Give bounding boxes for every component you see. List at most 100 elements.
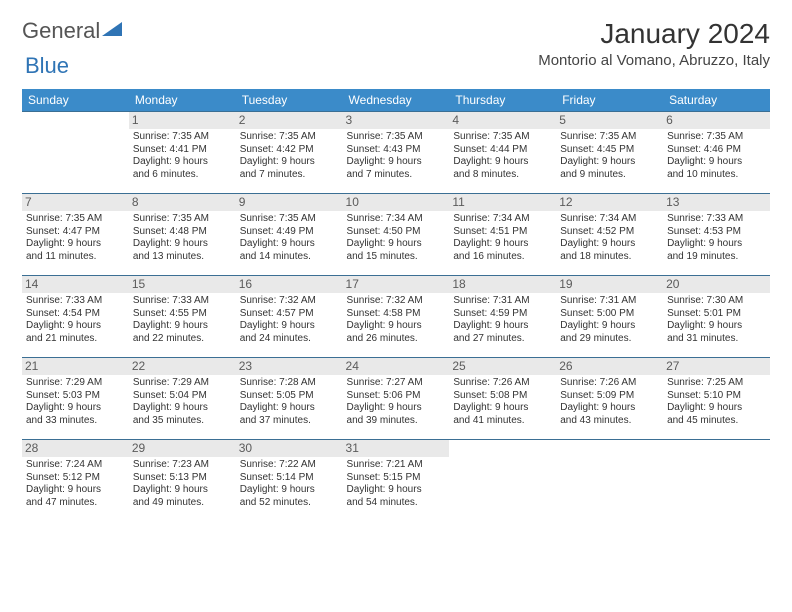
sunset-line: Sunset: 4:41 PM [133,144,232,157]
daylight-line: and 16 minutes. [453,251,552,264]
calendar-day-cell: 22Sunrise: 7:29 AMSunset: 5:04 PMDayligh… [129,358,236,440]
sunrise-line: Sunrise: 7:25 AM [667,377,766,390]
daylight-line: and 41 minutes. [453,415,552,428]
sunset-line: Sunset: 4:47 PM [26,226,125,239]
day-number: 21 [22,358,129,375]
sunrise-line: Sunrise: 7:35 AM [240,131,339,144]
daylight-line: and 52 minutes. [240,497,339,510]
daylight-line: Daylight: 9 hours [133,156,232,169]
day-number: 3 [343,112,450,129]
daylight-line: Daylight: 9 hours [347,402,446,415]
sunrise-line: Sunrise: 7:33 AM [667,213,766,226]
daylight-line: and 6 minutes. [133,169,232,182]
calendar-day-cell: 17Sunrise: 7:32 AMSunset: 4:58 PMDayligh… [343,276,450,358]
sunset-line: Sunset: 4:49 PM [240,226,339,239]
sunrise-line: Sunrise: 7:34 AM [453,213,552,226]
sunrise-line: Sunrise: 7:28 AM [240,377,339,390]
calendar-body: 1Sunrise: 7:35 AMSunset: 4:41 PMDaylight… [22,112,770,522]
sunset-line: Sunset: 5:00 PM [560,308,659,321]
calendar-day-cell: 9 Sunrise: 7:35 AMSunset: 4:49 PMDaylight… [236,194,343,276]
sunset-line: Sunset: 4:44 PM [453,144,552,157]
sunrise-line: Sunrise: 7:31 AM [560,295,659,308]
day-number: 26 [556,358,663,375]
daylight-line: Daylight: 9 hours [133,402,232,415]
sunset-line: Sunset: 4:45 PM [560,144,659,157]
daylight-line: Daylight: 9 hours [667,402,766,415]
calendar-week-row: 7Sunrise: 7:35 AMSunset: 4:47 PMDaylight… [22,194,770,276]
calendar-day-cell: 14Sunrise: 7:33 AMSunset: 4:54 PMDayligh… [22,276,129,358]
calendar-day-cell: 25Sunrise: 7:26 AMSunset: 5:08 PMDayligh… [449,358,556,440]
calendar-day-cell: 28Sunrise: 7:24 AMSunset: 5:12 PMDayligh… [22,440,129,522]
daylight-line: and 27 minutes. [453,333,552,346]
calendar-day-cell: 7Sunrise: 7:35 AMSunset: 4:47 PMDaylight… [22,194,129,276]
sunrise-line: Sunrise: 7:35 AM [133,131,232,144]
sunset-line: Sunset: 4:59 PM [453,308,552,321]
sunrise-line: Sunrise: 7:35 AM [453,131,552,144]
title-block: January 2024 Montorio al Vomano, Abruzzo… [538,18,770,69]
daylight-line: Daylight: 9 hours [347,156,446,169]
daylight-line: and 19 minutes. [667,251,766,264]
daylight-line: Daylight: 9 hours [667,156,766,169]
daylight-line: Daylight: 9 hours [667,238,766,251]
calendar-day-cell: 16Sunrise: 7:32 AMSunset: 4:57 PMDayligh… [236,276,343,358]
calendar-day-cell: 8Sunrise: 7:35 AMSunset: 4:48 PMDaylight… [129,194,236,276]
day-number: 10 [343,194,450,211]
calendar-table: Sunday Monday Tuesday Wednesday Thursday… [22,89,770,522]
sunrise-line: Sunrise: 7:29 AM [133,377,232,390]
day-number: 14 [22,276,129,293]
sunrise-line: Sunrise: 7:33 AM [133,295,232,308]
daylight-line: Daylight: 9 hours [240,238,339,251]
daylight-line: Daylight: 9 hours [453,238,552,251]
day-number: 12 [556,194,663,211]
calendar-week-row: 28Sunrise: 7:24 AMSunset: 5:12 PMDayligh… [22,440,770,522]
daylight-line: and 13 minutes. [133,251,232,264]
daylight-line: and 29 minutes. [560,333,659,346]
daylight-line: and 7 minutes. [347,169,446,182]
sunrise-line: Sunrise: 7:35 AM [560,131,659,144]
day-number: 24 [343,358,450,375]
sunset-line: Sunset: 4:58 PM [347,308,446,321]
calendar-day-cell: 29Sunrise: 7:23 AMSunset: 5:13 PMDayligh… [129,440,236,522]
day-number: 4 [449,112,556,129]
sunrise-line: Sunrise: 7:31 AM [453,295,552,308]
daylight-line: and 18 minutes. [560,251,659,264]
daylight-line: and 15 minutes. [347,251,446,264]
daylight-line: Daylight: 9 hours [26,238,125,251]
calendar-day-cell: 31Sunrise: 7:21 AMSunset: 5:15 PMDayligh… [343,440,450,522]
day-number: 9 [236,194,343,211]
sunrise-line: Sunrise: 7:26 AM [453,377,552,390]
daylight-line: and 37 minutes. [240,415,339,428]
weekday-header: Saturday [663,89,770,112]
calendar-week-row: 21Sunrise: 7:29 AMSunset: 5:03 PMDayligh… [22,358,770,440]
brand-logo: General [22,18,124,44]
daylight-line: and 54 minutes. [347,497,446,510]
day-number: 20 [663,276,770,293]
weekday-header: Tuesday [236,89,343,112]
calendar-day-cell: 1Sunrise: 7:35 AMSunset: 4:41 PMDaylight… [129,112,236,194]
calendar-day-cell: 12Sunrise: 7:34 AMSunset: 4:52 PMDayligh… [556,194,663,276]
sunrise-line: Sunrise: 7:35 AM [667,131,766,144]
sunrise-line: Sunrise: 7:35 AM [240,213,339,226]
calendar-day-cell [663,440,770,522]
weekday-header: Friday [556,89,663,112]
calendar-day-cell [22,112,129,194]
sunrise-line: Sunrise: 7:30 AM [667,295,766,308]
sunset-line: Sunset: 5:15 PM [347,472,446,485]
sunset-line: Sunset: 5:06 PM [347,390,446,403]
daylight-line: and 21 minutes. [26,333,125,346]
day-number: 19 [556,276,663,293]
sunset-line: Sunset: 5:14 PM [240,472,339,485]
day-number: 7 [22,194,129,211]
daylight-line: Daylight: 9 hours [26,320,125,333]
day-number: 22 [129,358,236,375]
sunset-line: Sunset: 4:42 PM [240,144,339,157]
calendar-day-cell: 20Sunrise: 7:30 AMSunset: 5:01 PMDayligh… [663,276,770,358]
sunrise-line: Sunrise: 7:22 AM [240,459,339,472]
calendar-day-cell: 10Sunrise: 7:34 AMSunset: 4:50 PMDayligh… [343,194,450,276]
daylight-line: and 8 minutes. [453,169,552,182]
calendar-day-cell: 24Sunrise: 7:27 AMSunset: 5:06 PMDayligh… [343,358,450,440]
weekday-header: Sunday [22,89,129,112]
sunrise-line: Sunrise: 7:35 AM [347,131,446,144]
daylight-line: Daylight: 9 hours [347,484,446,497]
sunset-line: Sunset: 5:01 PM [667,308,766,321]
